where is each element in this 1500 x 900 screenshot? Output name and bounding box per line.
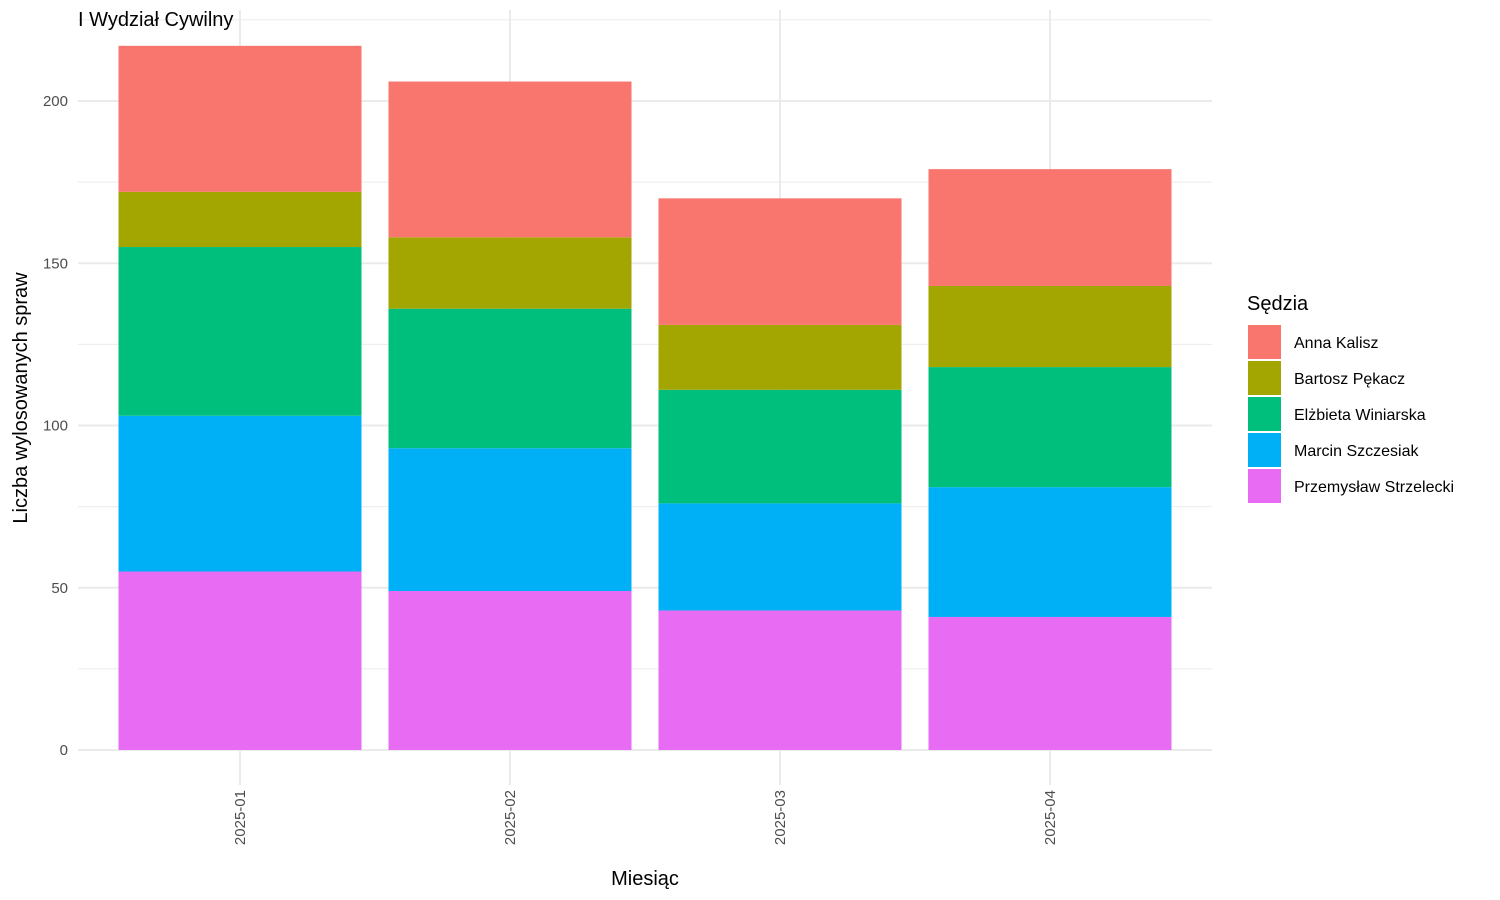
x-axis-title: Miesiąc (611, 868, 679, 890)
legend-title: Sędzia (1247, 293, 1309, 315)
legend-swatch (1248, 325, 1281, 359)
bar-segment (388, 81, 632, 238)
bar-segment (658, 198, 902, 325)
bar-segment (928, 285, 1172, 368)
y-axis-ticks: 0 50 100 150 200 (43, 93, 68, 759)
bar-segment (388, 237, 632, 309)
bar-segment (388, 590, 632, 750)
bar-segment (388, 448, 632, 591)
bar-segment (118, 571, 362, 750)
legend-label: Przemysław Strzelecki (1294, 479, 1454, 496)
bar-segment (658, 610, 902, 750)
y-tick-label: 50 (51, 580, 68, 597)
legend-swatch (1248, 469, 1281, 503)
legend-label: Anna Kalisz (1294, 335, 1379, 352)
x-tick-label: 2025-01 (232, 790, 249, 845)
legend-swatch (1248, 433, 1281, 467)
legend-label: Elżbieta Winiarska (1294, 407, 1426, 424)
bar-segment (658, 389, 902, 504)
legend-label: Bartosz Pękacz (1294, 371, 1405, 388)
bar-segment (928, 616, 1172, 750)
x-tick-label: 2025-03 (772, 790, 789, 845)
bar-segment (118, 191, 362, 248)
bar-segment (928, 169, 1172, 286)
bar-segment (928, 367, 1172, 488)
legend-label: Marcin Szczesiak (1294, 443, 1419, 460)
legend: Sędzia Anna Kalisz Bartosz Pękacz Elżbieta… (1247, 293, 1454, 503)
bar-segment (118, 45, 362, 192)
y-tick-label: 0 (60, 742, 68, 759)
bar-segment (118, 415, 362, 572)
bar-segment (658, 324, 902, 390)
chart-title: I Wydział Cywilny (78, 9, 233, 31)
x-tick-label: 2025-02 (502, 790, 519, 845)
bar-segment (658, 503, 902, 611)
bar-segment (388, 308, 632, 449)
bars (118, 45, 1172, 750)
bar-segment (118, 247, 362, 416)
x-axis-ticks: 2025-01 2025-02 2025-03 2025-04 (232, 790, 1059, 845)
legend-swatch (1248, 397, 1281, 431)
y-axis-title: Liczba wylosowanych spraw (10, 272, 32, 524)
y-tick-label: 100 (43, 418, 68, 435)
legend-swatch (1248, 361, 1281, 395)
y-tick-label: 200 (43, 93, 68, 110)
bar-segment (928, 487, 1172, 617)
x-tick-label: 2025-04 (1042, 790, 1059, 845)
y-tick-label: 150 (43, 255, 68, 272)
